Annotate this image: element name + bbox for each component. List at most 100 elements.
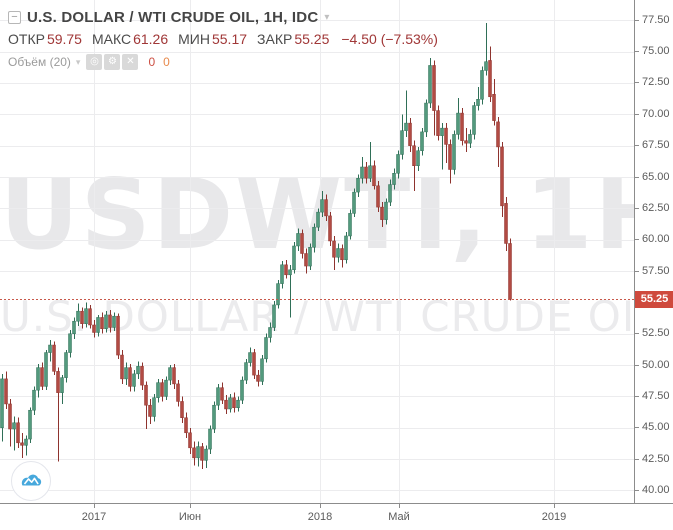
candle: [420, 131, 424, 151]
candle: [488, 60, 492, 98]
candle: [96, 317, 100, 333]
candle: [132, 373, 136, 387]
low-value: 55.17: [211, 31, 248, 47]
chevron-down-icon[interactable]: ▾: [324, 11, 330, 23]
candle: [124, 367, 128, 380]
candle: [28, 409, 32, 440]
price-tick-label: 67.50: [635, 139, 673, 151]
candle: [292, 245, 296, 271]
candle: [16, 422, 20, 444]
candle: [280, 264, 284, 284]
candle: [208, 428, 212, 450]
candle: [344, 235, 348, 261]
candle: [216, 387, 220, 406]
gear-icon[interactable]: ⚙: [104, 54, 121, 70]
candle: [164, 379, 168, 397]
candle: [500, 146, 504, 207]
candle: [272, 304, 276, 328]
candle: [228, 397, 232, 410]
candle: [464, 140, 468, 144]
candle: [240, 379, 244, 401]
candle: [32, 389, 36, 411]
candle: [88, 308, 92, 326]
candle: [440, 127, 444, 136]
candle: [388, 184, 392, 203]
candle: [392, 173, 396, 185]
time-axis[interactable]: 2017 Июн 2018 Май 2019: [0, 503, 673, 530]
tradingview-logo-button[interactable]: [11, 461, 51, 501]
time-tick-label: Июн: [178, 511, 202, 523]
last-price-badge: 55.25: [635, 290, 673, 308]
candle: [484, 61, 488, 71]
time-tick-label: 2018: [307, 511, 333, 523]
candle: [252, 352, 256, 376]
candle: [296, 233, 300, 247]
close-icon[interactable]: ✕: [122, 54, 139, 70]
candle: [64, 352, 68, 378]
chevron-down-icon[interactable]: ▾: [75, 56, 81, 67]
candle: [424, 102, 428, 133]
candle: [84, 308, 88, 324]
price-tick-label: 65.00: [635, 171, 673, 183]
candle: [176, 383, 180, 402]
volume-indicator-label[interactable]: Объём (20): [8, 55, 71, 69]
candle: [312, 226, 316, 248]
price-tick-label: 52.50: [635, 327, 673, 339]
candle: [472, 105, 476, 135]
candle: [320, 199, 324, 213]
candle: [432, 65, 436, 111]
candle: [416, 150, 420, 166]
candle: [332, 240, 336, 258]
candle: [404, 122, 408, 131]
candle: [304, 253, 308, 267]
price-tick-label: 57.50: [635, 265, 673, 277]
candle: [92, 324, 96, 333]
candle: [184, 417, 188, 434]
candle: [384, 201, 388, 220]
candle: [380, 206, 384, 220]
candle: [156, 382, 160, 398]
candle: [260, 358, 264, 382]
eye-icon[interactable]: ◎: [86, 54, 103, 70]
candle: [148, 404, 152, 417]
symbol-title[interactable]: U.S. DOLLAR / WTI CRUDE OIL, 1H, IDC: [27, 8, 319, 26]
candle: [268, 327, 272, 338]
candle: [352, 191, 356, 214]
candle: [168, 367, 172, 381]
candle: [376, 185, 380, 208]
time-tick-label: Май: [388, 511, 410, 523]
time-tick-mark: [399, 504, 400, 508]
price-tick-label: 62.50: [635, 202, 673, 214]
candle: [468, 134, 472, 144]
price-tick-label: 47.50: [635, 390, 673, 402]
candle: [480, 70, 484, 100]
candle: [180, 401, 184, 418]
price-tick-label: 75.00: [635, 45, 673, 57]
candle: [220, 387, 224, 401]
price-tick-label: 77.50: [635, 14, 673, 26]
volume-value: 0: [148, 55, 156, 69]
candle: [56, 371, 60, 393]
candle: [244, 362, 248, 381]
candle: [44, 352, 48, 387]
candle: [128, 367, 132, 387]
candle: [72, 320, 76, 334]
candle: [456, 112, 460, 135]
chart-plot-area[interactable]: USDWTI, 1H U.S. DOLLAR / WTI CRUDE OIL: [0, 0, 634, 503]
candle: [348, 213, 352, 237]
candle: [20, 442, 24, 446]
candle: [76, 310, 80, 322]
collapse-legend-button[interactable]: −: [8, 10, 21, 24]
candle: [288, 269, 292, 276]
time-tick-mark: [94, 504, 95, 508]
candle: [372, 165, 376, 187]
candle: [100, 317, 104, 329]
candle: [316, 211, 320, 228]
candlestick-chart[interactable]: [0, 0, 634, 503]
price-axis[interactable]: 55.25 77.50 75.00 72.50 70.00 67.50 65.00 62.5…: [634, 0, 673, 503]
candle: [40, 367, 44, 387]
candle: [284, 264, 288, 276]
candle: [200, 446, 204, 461]
candle: [60, 377, 64, 393]
high-label: МАКС: [91, 31, 132, 47]
